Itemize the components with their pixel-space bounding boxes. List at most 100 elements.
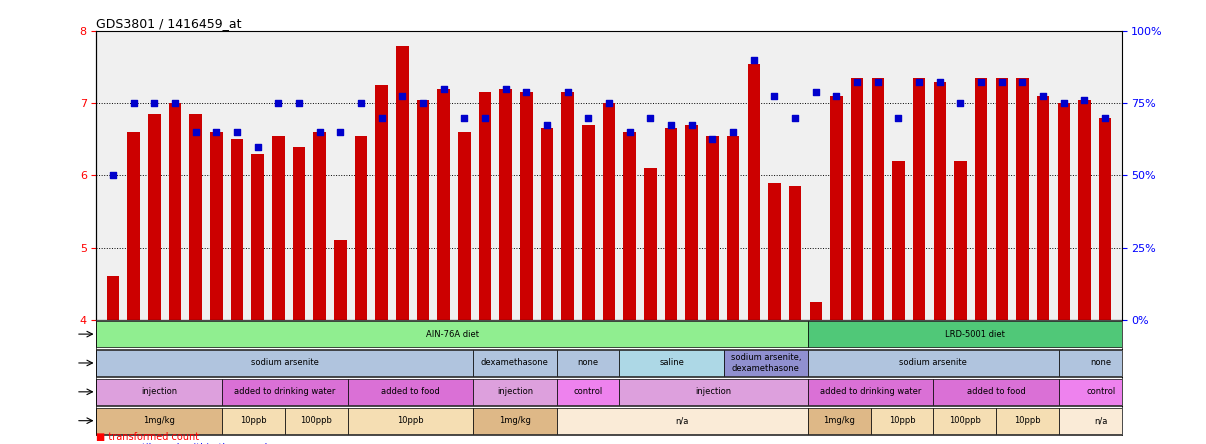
Bar: [148, 114, 160, 320]
Point: [558, 89, 578, 96]
Text: LRD-5001 diet: LRD-5001 diet: [946, 329, 1005, 339]
Bar: [727, 136, 739, 320]
FancyBboxPatch shape: [557, 408, 808, 434]
FancyBboxPatch shape: [96, 379, 222, 405]
Point: [516, 89, 535, 96]
FancyBboxPatch shape: [96, 408, 222, 434]
Point: [414, 99, 433, 107]
Point: [104, 172, 123, 179]
Text: sodium arsenite: sodium arsenite: [251, 358, 318, 368]
Bar: [830, 96, 843, 320]
Point: [310, 129, 329, 136]
Bar: [872, 78, 884, 320]
Bar: [375, 85, 388, 320]
Text: control: control: [574, 387, 603, 396]
Bar: [499, 89, 511, 320]
Point: [848, 78, 867, 85]
Bar: [107, 276, 119, 320]
Text: saline: saline: [660, 358, 684, 368]
Bar: [768, 182, 780, 320]
FancyBboxPatch shape: [473, 350, 557, 376]
Bar: [169, 103, 181, 320]
Text: dexamethasone: dexamethasone: [481, 358, 549, 368]
Bar: [355, 136, 367, 320]
Point: [1075, 96, 1094, 103]
Bar: [789, 186, 801, 320]
Point: [206, 129, 226, 136]
Bar: [128, 132, 140, 320]
Text: none: none: [578, 358, 598, 368]
Point: [538, 121, 557, 128]
Bar: [582, 125, 595, 320]
FancyBboxPatch shape: [996, 408, 1059, 434]
Bar: [189, 114, 201, 320]
FancyBboxPatch shape: [347, 408, 473, 434]
Point: [1034, 92, 1053, 99]
Point: [640, 114, 660, 121]
Text: added to drinking water: added to drinking water: [820, 387, 921, 396]
Point: [496, 85, 515, 92]
Bar: [438, 89, 450, 320]
FancyBboxPatch shape: [620, 379, 808, 405]
Bar: [892, 161, 904, 320]
Text: added to food: added to food: [967, 387, 1025, 396]
Text: 10ppb: 10ppb: [889, 416, 915, 425]
Text: 10ppb: 10ppb: [240, 416, 267, 425]
FancyBboxPatch shape: [808, 408, 871, 434]
Bar: [665, 128, 678, 320]
FancyBboxPatch shape: [347, 379, 473, 405]
Text: ■ transformed count: ■ transformed count: [96, 432, 200, 442]
Point: [186, 129, 205, 136]
Point: [289, 99, 309, 107]
Point: [1095, 114, 1114, 121]
Point: [248, 143, 268, 150]
FancyBboxPatch shape: [285, 408, 347, 434]
Bar: [210, 132, 223, 320]
Bar: [913, 78, 925, 320]
Bar: [1037, 96, 1049, 320]
Bar: [293, 147, 305, 320]
Bar: [748, 63, 760, 320]
Text: 1mg/kg: 1mg/kg: [824, 416, 855, 425]
Text: sodium arsenite: sodium arsenite: [900, 358, 967, 368]
Point: [124, 99, 144, 107]
Point: [228, 129, 247, 136]
Point: [889, 114, 908, 121]
Bar: [851, 78, 863, 320]
Bar: [1099, 118, 1111, 320]
Bar: [1017, 78, 1029, 320]
FancyBboxPatch shape: [808, 350, 1059, 376]
Bar: [417, 99, 429, 320]
Bar: [1078, 99, 1090, 320]
Point: [785, 114, 804, 121]
Point: [165, 99, 185, 107]
Point: [351, 99, 370, 107]
FancyBboxPatch shape: [96, 350, 473, 376]
Point: [950, 99, 970, 107]
Point: [599, 99, 619, 107]
Point: [579, 114, 598, 121]
Bar: [1058, 103, 1070, 320]
FancyBboxPatch shape: [933, 408, 996, 434]
Text: 10ppb: 10ppb: [397, 416, 423, 425]
Point: [765, 92, 784, 99]
FancyBboxPatch shape: [808, 379, 933, 405]
FancyBboxPatch shape: [96, 321, 808, 347]
Text: added to food: added to food: [381, 387, 440, 396]
FancyBboxPatch shape: [933, 379, 1059, 405]
FancyBboxPatch shape: [871, 408, 933, 434]
FancyBboxPatch shape: [1059, 408, 1142, 434]
Text: 1mg/kg: 1mg/kg: [499, 416, 531, 425]
Point: [806, 89, 825, 96]
Bar: [396, 45, 409, 320]
Bar: [954, 161, 966, 320]
FancyBboxPatch shape: [222, 379, 347, 405]
Bar: [809, 301, 822, 320]
Text: injection: injection: [696, 387, 732, 396]
Bar: [603, 103, 615, 320]
Bar: [273, 136, 285, 320]
Bar: [479, 92, 491, 320]
Bar: [974, 78, 988, 320]
FancyBboxPatch shape: [724, 350, 808, 376]
FancyBboxPatch shape: [620, 350, 724, 376]
